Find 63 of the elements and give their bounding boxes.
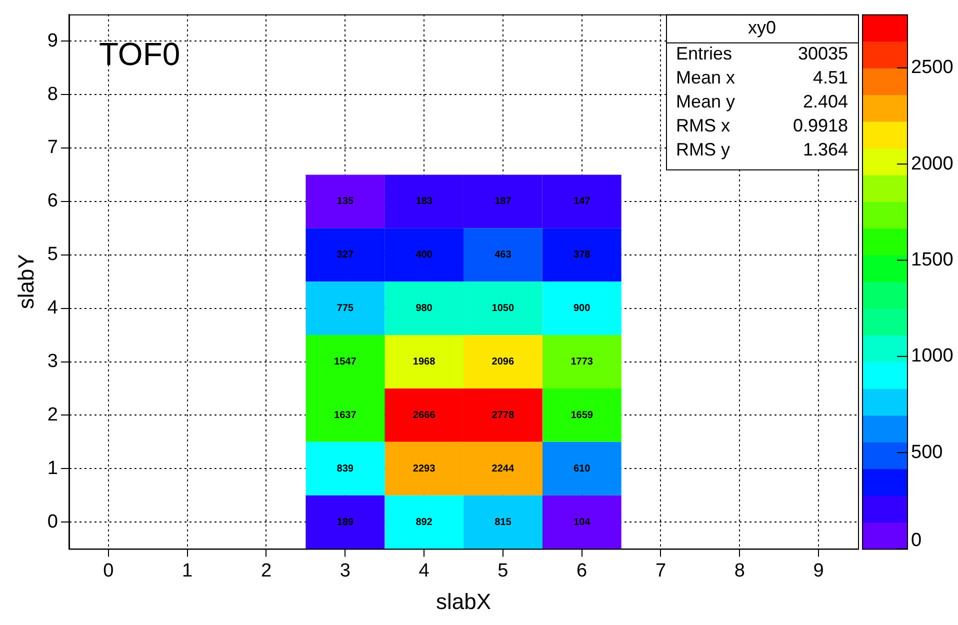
x-axis-title: slabX xyxy=(436,588,492,614)
data-label: 839 xyxy=(336,463,354,474)
data-label: 815 xyxy=(494,516,512,528)
y-tick-label: 7 xyxy=(47,137,58,158)
x-tick-label: 7 xyxy=(655,560,666,582)
data-label: 189 xyxy=(336,516,354,528)
x-tick-label: 1 xyxy=(182,560,193,582)
data-label: 1773 xyxy=(570,356,594,368)
data-label: 892 xyxy=(416,516,433,528)
data-label: 2666 xyxy=(412,410,436,421)
data-label: 147 xyxy=(573,196,591,208)
data-label: 378 xyxy=(573,250,591,261)
color-bar-label: 1500 xyxy=(911,249,954,270)
data-label: 187 xyxy=(494,196,512,208)
y-tick-label: 5 xyxy=(47,244,58,266)
annotation: xy0 xyxy=(748,17,776,38)
x-tick-label: 9 xyxy=(813,560,824,582)
y-tick-label: 1 xyxy=(47,458,58,479)
color-bar-label: 500 xyxy=(911,442,943,463)
data-label: 2244 xyxy=(492,463,514,474)
data-label: 463 xyxy=(494,250,512,261)
y-tick-label: 0 xyxy=(47,511,58,532)
y-tick-label: 2 xyxy=(47,404,58,426)
color-bar-label: 2000 xyxy=(911,153,954,174)
data-label: 980 xyxy=(416,303,433,314)
x-tick-label: 2 xyxy=(260,560,272,582)
color-bar-label: 0 xyxy=(911,530,922,552)
x-tick-label: 8 xyxy=(734,560,745,582)
y-tick-label: 6 xyxy=(47,190,58,212)
data-label: 1547 xyxy=(334,356,357,368)
data-label: 1659 xyxy=(570,410,594,421)
x-tick-label: 4 xyxy=(418,560,430,582)
text: RMS y 1.364 xyxy=(676,139,848,160)
data-label: 2778 xyxy=(492,410,514,421)
y-tick-label: 3 xyxy=(47,350,58,372)
data-label: 775 xyxy=(336,303,354,314)
x-tick-label: 3 xyxy=(340,560,350,582)
color-bar-label: 2500 xyxy=(911,57,954,78)
data-label: 2096 xyxy=(492,356,514,368)
text: Mean x 4.51 xyxy=(676,67,848,88)
data-label: 135 xyxy=(336,196,354,208)
data-label: 400 xyxy=(416,250,433,261)
y-tick-label: 9 xyxy=(47,30,58,52)
data-label: 183 xyxy=(416,196,433,208)
data-label: 104 xyxy=(573,516,591,528)
data-label: 900 xyxy=(573,303,591,314)
text: Entries 30035 xyxy=(676,43,848,64)
data-label: 327 xyxy=(336,250,354,261)
x-tick-label: 0 xyxy=(103,560,114,582)
text: RMS x 0.9918 xyxy=(676,115,848,136)
y-axis-title: slabY xyxy=(13,254,38,310)
color-bar-label: 1000 xyxy=(911,346,954,367)
y-tick-label: 4 xyxy=(47,298,58,319)
x-tick-label: 5 xyxy=(498,560,508,582)
text: Mean y 2.404 xyxy=(676,91,848,112)
data-label: 1050 xyxy=(492,303,514,314)
data-label: 610 xyxy=(573,463,591,474)
y-tick-label: 8 xyxy=(47,84,58,105)
text: TOF0 xyxy=(98,36,180,72)
data-label: 1637 xyxy=(334,410,357,421)
data-label: 2293 xyxy=(412,463,436,474)
x-tick-label: 6 xyxy=(576,560,588,582)
data-label: 1968 xyxy=(412,356,436,368)
